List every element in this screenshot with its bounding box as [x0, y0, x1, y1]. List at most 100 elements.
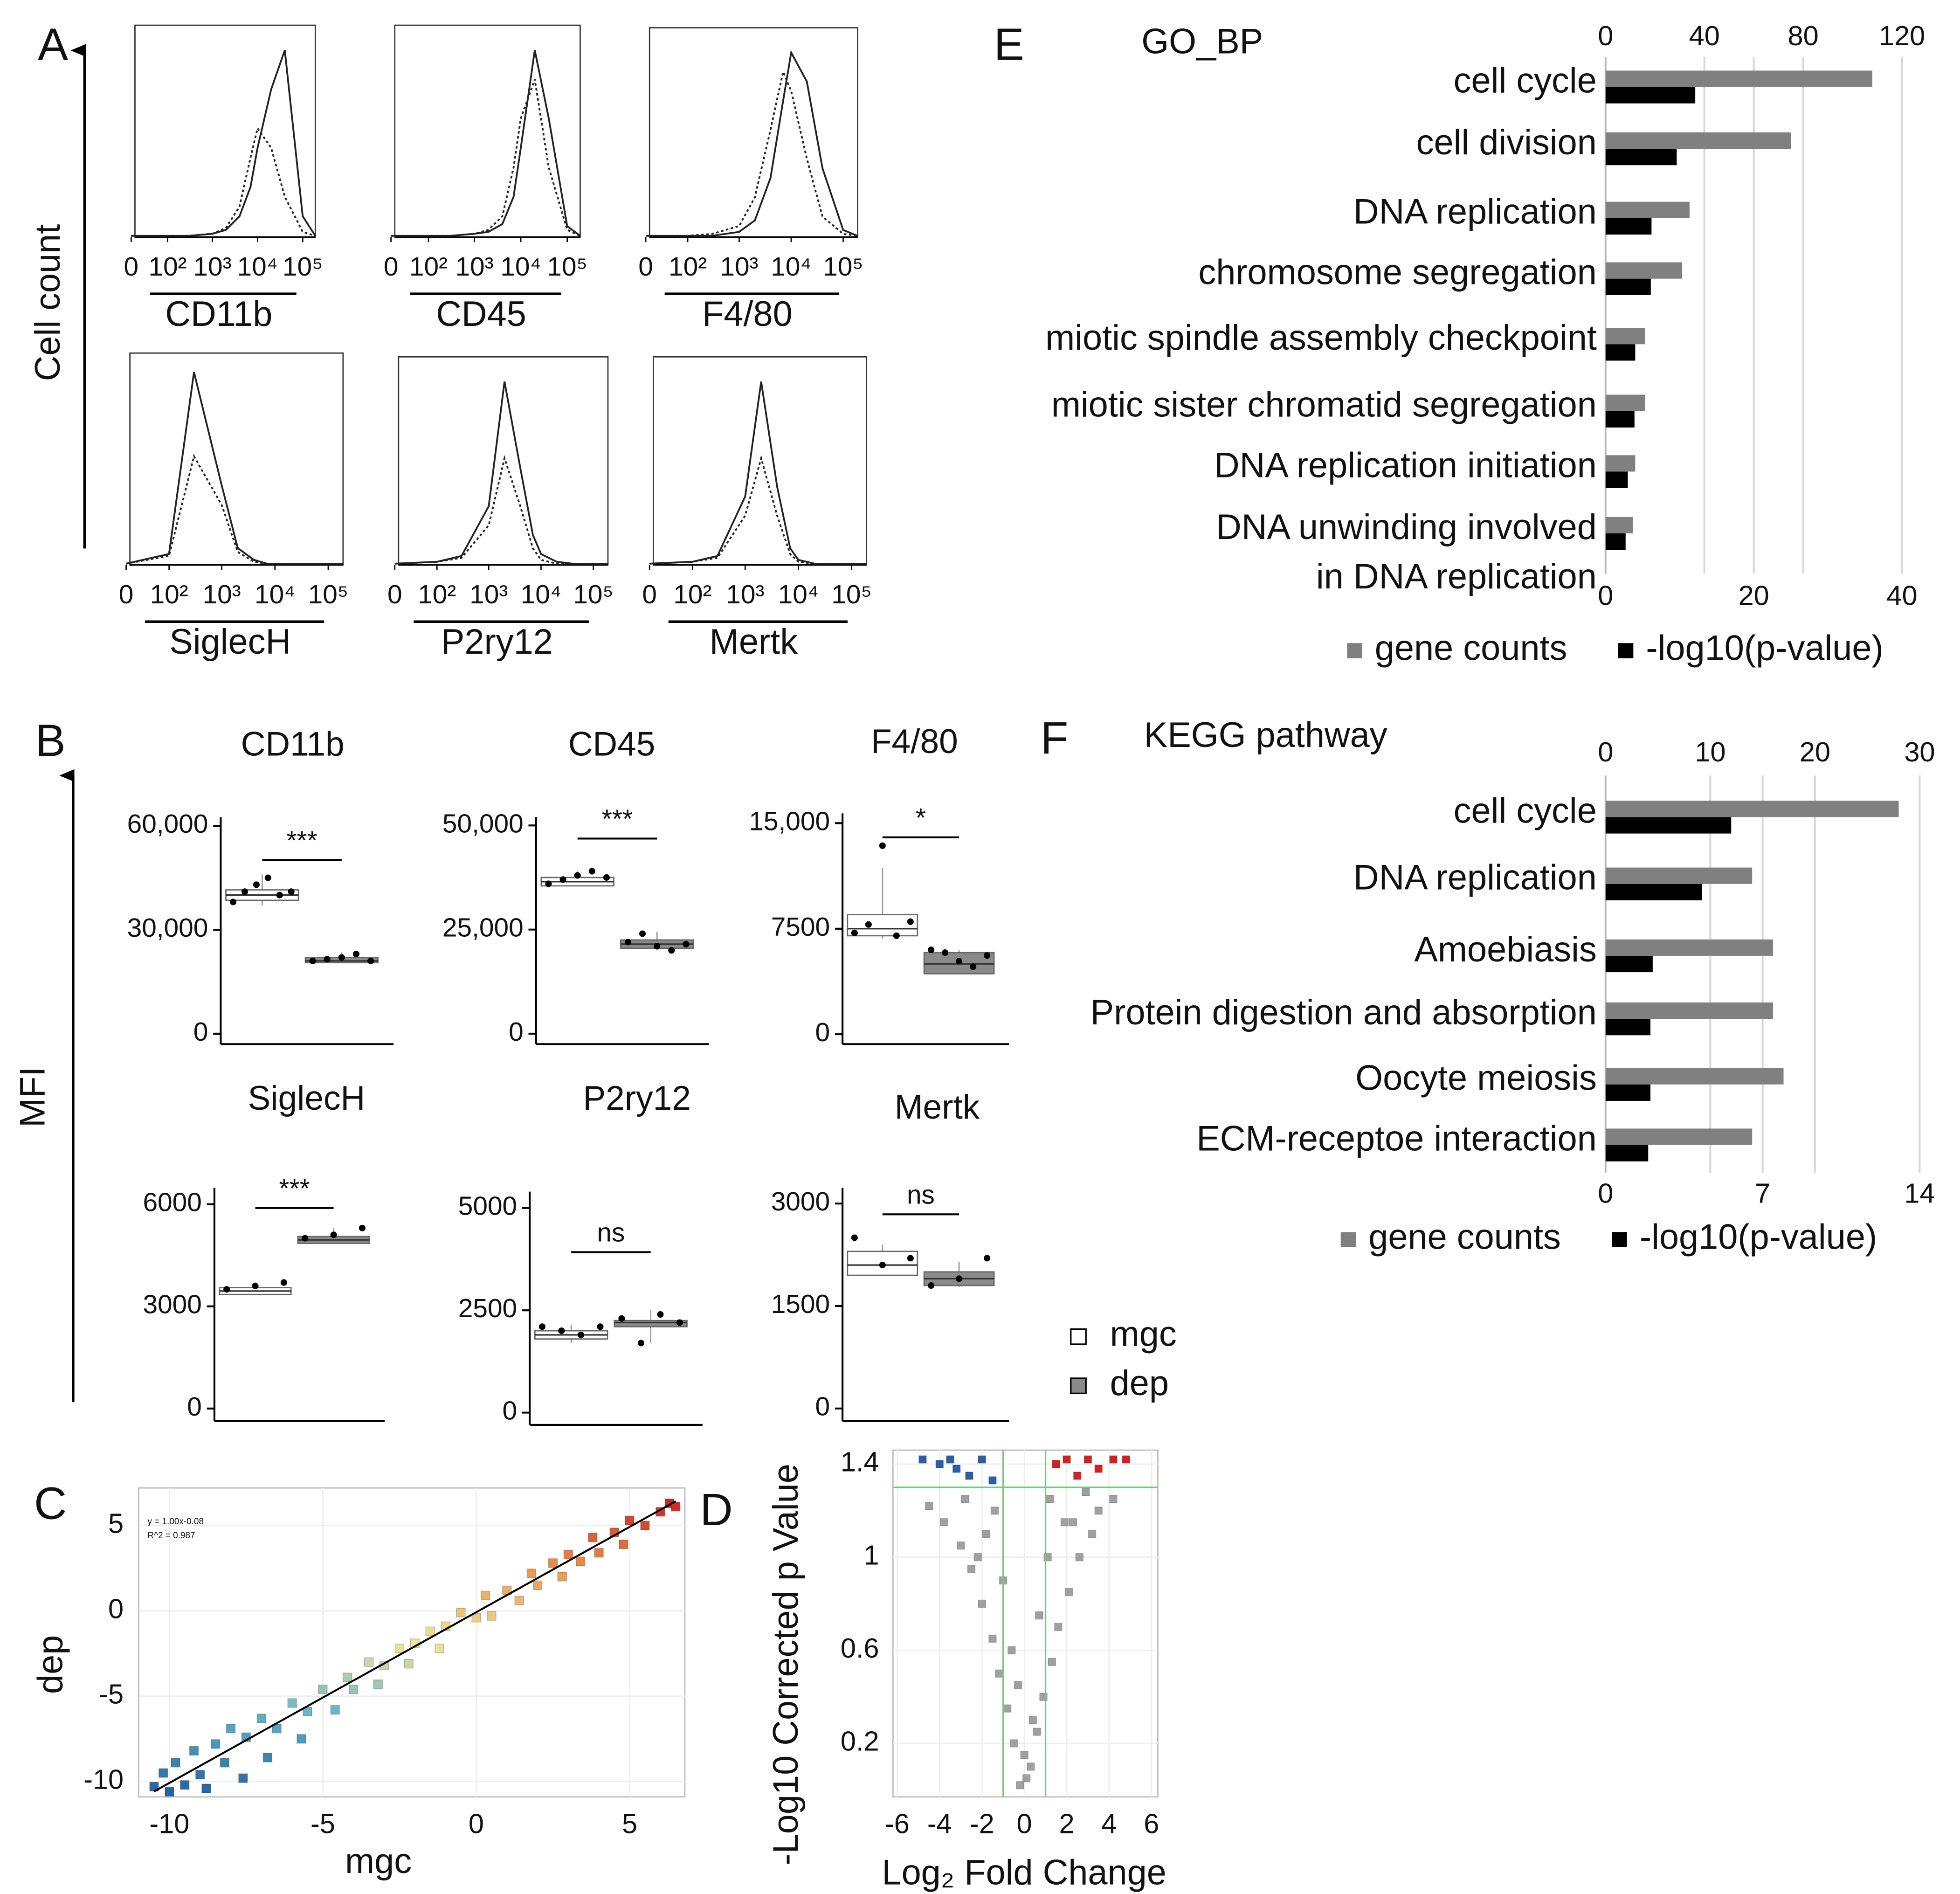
bar: [1605, 955, 1653, 973]
data-point: [1088, 1529, 1097, 1538]
y-tick-label: 7500: [771, 912, 830, 942]
data-point: [657, 1311, 664, 1318]
data-point: [1048, 1658, 1056, 1666]
x-axis-label: P2ry12: [441, 622, 553, 662]
data-point: [851, 929, 858, 936]
bar: [1605, 87, 1696, 104]
data-point: [577, 1331, 584, 1338]
data-point: [180, 1780, 190, 1790]
bar: [1605, 394, 1645, 411]
data-point: [373, 1680, 383, 1689]
y-tick-label: 0: [509, 1017, 524, 1047]
y-tick-label: 30,000: [127, 913, 208, 943]
x-tick-label: -2: [970, 1808, 994, 1839]
legend-label: gene counts: [1368, 1217, 1561, 1257]
data-point: [978, 1599, 987, 1608]
y-tick-label: 3000: [771, 1187, 830, 1217]
y-tick-label: 1.4: [841, 1446, 879, 1478]
data-point: [865, 921, 872, 928]
panel-letter: A: [38, 19, 68, 69]
density-curve: [646, 69, 858, 237]
data-point: [1014, 1681, 1022, 1689]
legend-label: gene counts: [1375, 628, 1567, 668]
category-label: DNA replication initiation: [1214, 445, 1597, 485]
data-point: [559, 876, 566, 883]
x-tick-label: 10²: [669, 252, 707, 282]
plot-frame: [129, 352, 344, 566]
x-tick-label: 0: [1598, 20, 1613, 51]
legend-label: dep: [1110, 1363, 1169, 1403]
data-point: [1075, 1553, 1084, 1562]
bar: [1605, 1084, 1651, 1101]
data-point: [619, 1539, 628, 1549]
panel-title: P2ry12: [583, 1079, 690, 1117]
y-tick-label: 0: [108, 1593, 124, 1624]
data-point: [970, 963, 977, 970]
data-point: [639, 930, 646, 937]
panel-letter: B: [35, 715, 66, 766]
data-point: [1094, 1507, 1103, 1515]
data-point: [220, 1758, 229, 1768]
significance-label: ns: [597, 1218, 625, 1248]
density-curve: [126, 454, 343, 565]
x2-tick-label: 40: [1886, 580, 1917, 611]
data-point: [973, 1553, 982, 1562]
y-tick-label: 1: [863, 1539, 879, 1570]
x-tick-label: 10⁴: [500, 252, 541, 282]
data-point: [984, 952, 991, 959]
data-point: [1035, 1611, 1043, 1620]
data-point: [264, 874, 271, 881]
x2-tick-label: 7: [1755, 1177, 1770, 1209]
data-point: [956, 958, 963, 965]
data-point: [851, 1234, 858, 1241]
density-curve: [649, 381, 867, 565]
data-point: [942, 949, 949, 956]
data-point: [640, 1521, 650, 1530]
x-tick-label: 10⁵: [283, 252, 323, 282]
x-tick-label: -5: [311, 1808, 335, 1839]
x-axis-label: Log₂ Fold Change: [882, 1853, 1166, 1892]
x-tick-label: 0: [642, 580, 657, 609]
data-point: [349, 1684, 359, 1694]
x-tick-label: 10³: [193, 252, 231, 282]
data-point: [262, 1753, 273, 1763]
x-tick-label: 10⁵: [547, 252, 587, 282]
bar: [1605, 132, 1791, 149]
x-tick-label: 10³: [469, 580, 508, 609]
data-point: [668, 947, 675, 954]
legend-label: mgc: [1110, 1314, 1177, 1354]
category-label: miotic spindle assembly checkpoint: [1045, 318, 1597, 358]
panel-letter: F: [1041, 712, 1068, 763]
x-tick-label: 10³: [726, 580, 764, 609]
data-point: [435, 1644, 444, 1653]
bar: [1605, 411, 1635, 428]
data-point: [280, 1279, 287, 1286]
data-point: [330, 1231, 337, 1238]
y-tick-label: 5000: [458, 1192, 517, 1221]
data-point: [538, 1323, 545, 1330]
plot-frame: [394, 24, 581, 238]
data-point: [487, 1611, 497, 1621]
data-point: [230, 899, 237, 906]
data-point: [394, 1644, 405, 1653]
y-axis-label: dep: [31, 1635, 70, 1694]
x-tick-label: 10²: [409, 252, 448, 282]
y-tick-label: -10: [83, 1764, 124, 1795]
data-point: [676, 1319, 683, 1326]
bar: [1605, 70, 1872, 87]
category-label: ECM-receptoe interaction: [1196, 1119, 1597, 1158]
significance-label: ***: [279, 1174, 310, 1203]
category-label: DNA unwinding involved in DNA replication: [1216, 507, 1597, 596]
data-point: [1008, 1646, 1016, 1655]
data-point: [1026, 1763, 1035, 1771]
x-tick-label: 10⁴: [778, 580, 819, 609]
data-point: [1016, 1781, 1024, 1790]
data-point: [287, 1698, 297, 1708]
bar: [1605, 149, 1677, 166]
bar: [1605, 533, 1626, 550]
data-point: [618, 1315, 625, 1322]
data-point: [576, 1556, 586, 1566]
x-tick-label: 10⁵: [823, 252, 863, 282]
data-point: [967, 1564, 976, 1573]
data-point: [514, 1596, 524, 1605]
